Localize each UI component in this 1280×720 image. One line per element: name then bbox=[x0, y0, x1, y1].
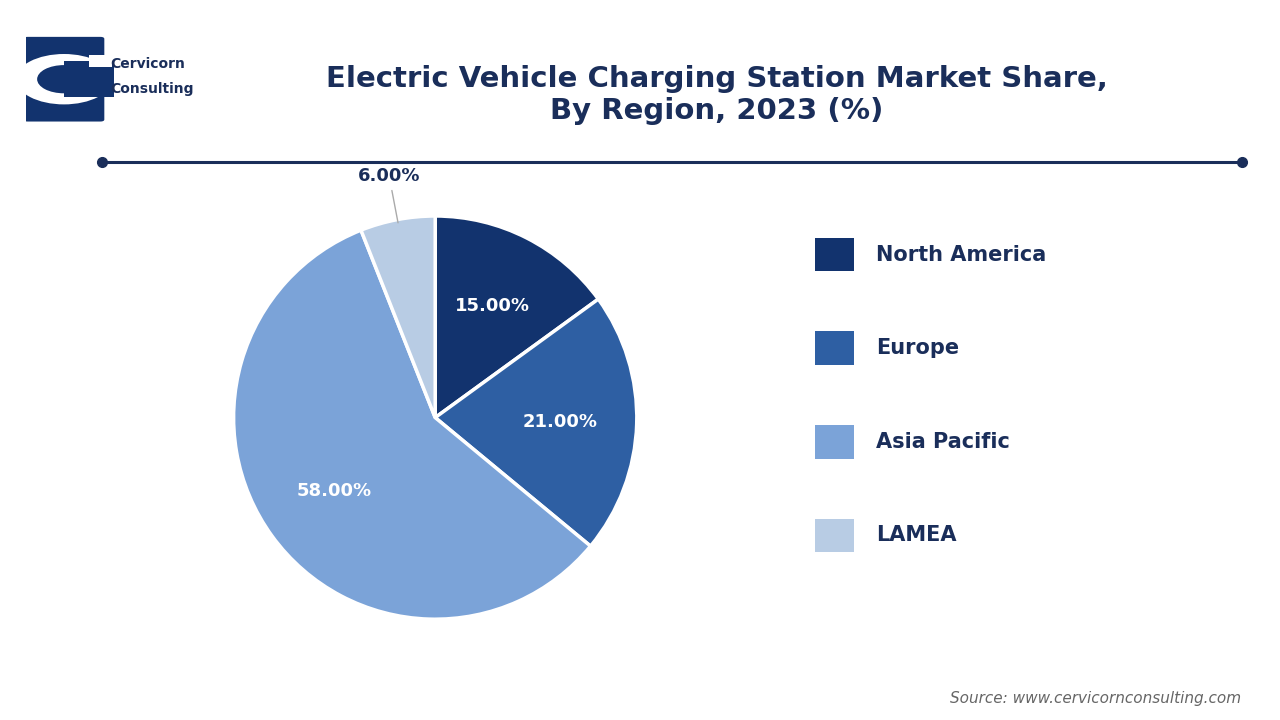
Text: Electric Vehicle Charging Station Market Share,
By Region, 2023 (%): Electric Vehicle Charging Station Market… bbox=[326, 65, 1107, 125]
Bar bbox=[815, 238, 854, 271]
Text: Europe: Europe bbox=[876, 338, 959, 358]
Text: Cervicorn: Cervicorn bbox=[110, 57, 184, 71]
Text: Consulting: Consulting bbox=[110, 82, 193, 96]
Circle shape bbox=[37, 65, 91, 94]
Bar bbox=[815, 425, 854, 459]
Bar bbox=[64, 61, 114, 97]
FancyBboxPatch shape bbox=[23, 37, 105, 122]
Circle shape bbox=[15, 54, 113, 104]
Bar bbox=[815, 331, 854, 365]
Text: 21.00%: 21.00% bbox=[522, 413, 598, 431]
Text: 6.00%: 6.00% bbox=[358, 167, 420, 222]
Text: North America: North America bbox=[876, 245, 1046, 264]
Wedge shape bbox=[234, 230, 590, 619]
Text: Source: www.cervicornconsulting.com: Source: www.cervicornconsulting.com bbox=[951, 690, 1242, 706]
Wedge shape bbox=[435, 299, 636, 546]
Bar bbox=[815, 518, 854, 552]
Wedge shape bbox=[361, 216, 435, 418]
Text: LAMEA: LAMEA bbox=[876, 526, 956, 545]
Text: 58.00%: 58.00% bbox=[297, 482, 371, 500]
Text: 15.00%: 15.00% bbox=[454, 297, 530, 315]
Text: Asia Pacific: Asia Pacific bbox=[876, 432, 1010, 451]
Bar bbox=[88, 55, 113, 67]
Wedge shape bbox=[435, 216, 598, 418]
